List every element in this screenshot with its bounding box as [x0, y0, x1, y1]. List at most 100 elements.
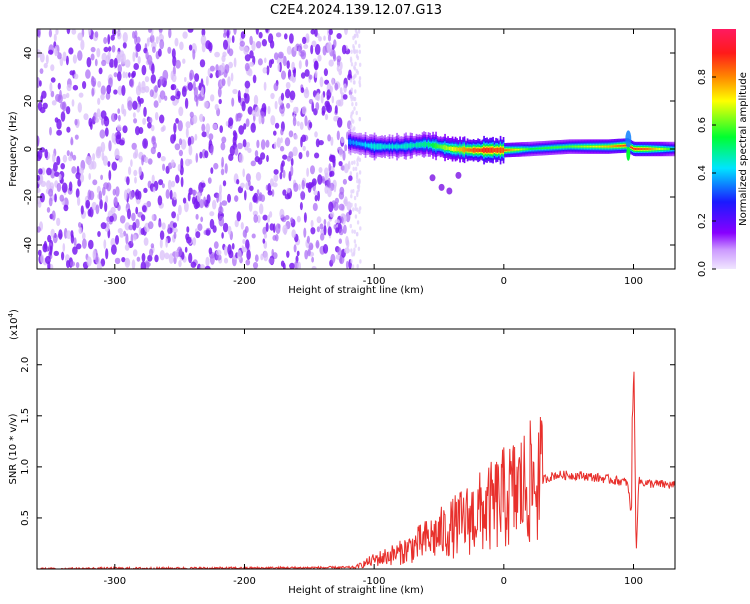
heatmap-noise-blob: [137, 96, 141, 103]
heatmap-noise-blob: [185, 127, 189, 138]
heatmap-noise-blob: [46, 180, 51, 190]
heatmap-noise-blob: [357, 184, 361, 189]
heatmap-noise-blob: [219, 184, 222, 195]
heatmap-noise-blob: [201, 29, 206, 37]
heatmap-noise-blob: [245, 118, 250, 127]
heatmap-noise-blob: [86, 57, 92, 68]
heatmap-noise-blob: [358, 170, 362, 175]
heatmap-noise-blob: [38, 168, 43, 175]
heatmap-noise-blob: [132, 234, 137, 241]
heatmap-noise-blob: [275, 223, 281, 235]
heatmap-noise-blob: [314, 70, 318, 79]
heatmap-noise-blob: [282, 189, 287, 196]
heatmap-noise-blob: [350, 87, 353, 92]
y-tick-label: 0: [23, 146, 34, 152]
heatmap-noise-blob: [206, 194, 211, 204]
heatmap-noise-blob: [172, 227, 178, 233]
heatmap-noise-blob: [358, 117, 361, 122]
heatmap-noise-blob: [62, 154, 68, 163]
heatmap-noise-blob: [351, 102, 354, 107]
heatmap-noise-blob: [279, 208, 285, 219]
heatmap-noise-blob: [268, 257, 275, 265]
heatmap-noise-blob: [132, 112, 136, 118]
heatmap-noise-blob: [351, 252, 354, 257]
heatmap-noise-blob: [297, 261, 301, 269]
heatmap-noise-blob: [277, 63, 281, 72]
heatmap-noise-blob: [100, 258, 106, 267]
heatmap-noise-blob: [54, 46, 58, 57]
heatmap-noise-blob: [117, 108, 121, 114]
heatmap-noise-blob: [131, 212, 136, 222]
heatmap-noise-blob: [82, 238, 87, 249]
heatmap-noise-blob: [111, 161, 118, 171]
heatmap-noise-blob: [136, 256, 141, 262]
heatmap-noise-blob: [355, 54, 359, 59]
heatmap-noise-blob: [250, 160, 256, 167]
heatmap-noise-blob: [317, 174, 323, 185]
heatmap-noise-blob: [286, 250, 290, 258]
heatmap-noise-blob: [292, 146, 298, 157]
heatmap-noise-blob: [117, 29, 121, 34]
heatmap-noise-blob: [318, 140, 324, 146]
heatmap-noise-blob: [161, 183, 165, 189]
heatmap-noise-blob: [52, 153, 56, 163]
heatmap-noise-blob: [279, 104, 285, 114]
heatmap-noise-blob: [154, 254, 159, 263]
heatmap-noise-blob: [103, 239, 107, 250]
heatmap-noise-blob: [73, 73, 79, 80]
heatmap-noise-blob: [333, 39, 337, 48]
heatmap-noise-blob: [226, 29, 230, 39]
heatmap-noise-blob: [180, 158, 184, 169]
x-tick-label: 100: [624, 576, 643, 587]
heatmap-noise-blob: [327, 226, 332, 237]
heatmap-noise-blob: [70, 261, 75, 267]
heatmap-noise-blob: [54, 171, 60, 177]
heatmap-noise-blob: [117, 64, 123, 74]
spectrogram-x-axis-label: Height of straight line (km): [288, 285, 424, 296]
heatmap-noise-blob: [71, 99, 75, 107]
heatmap-noise-blob: [227, 193, 231, 203]
heatmap-noise-blob: [249, 50, 254, 59]
heatmap-noise-blob: [201, 131, 207, 138]
heatmap-noise-blob: [50, 90, 55, 98]
heatmap-noise-blob: [151, 41, 157, 49]
heatmap-noise-blob: [335, 254, 341, 260]
heatmap-noise-blob: [167, 46, 172, 54]
heatmap-noise-blob: [75, 188, 80, 199]
heatmap-noise-blob: [46, 167, 52, 176]
heatmap-noise-blob: [300, 190, 305, 201]
heatmap-noise-blob: [132, 100, 138, 111]
heatmap-noise-blob: [196, 192, 201, 203]
heatmap-noise-blob: [141, 253, 146, 262]
heatmap-noise-blob: [314, 60, 319, 70]
heatmap-noise-blob: [249, 35, 253, 46]
svg-text:(x104): (x104): [7, 309, 20, 340]
heatmap-noise-blob: [338, 99, 344, 107]
heatmap-noise-blob: [225, 121, 229, 127]
heatmap-noise-blob: [242, 238, 246, 245]
heatmap-noise-blob: [344, 144, 348, 152]
heatmap-noise-blob: [230, 72, 234, 82]
heatmap-noise-blob: [242, 168, 245, 178]
heatmap-noise-blob: [268, 33, 274, 44]
heatmap-noise-blob: [88, 29, 92, 36]
heatmap-noise-blob: [138, 127, 144, 134]
heatmap-noise-blob: [233, 131, 238, 141]
heatmap-noise-blob: [316, 226, 320, 233]
heatmap-noise-blob: [117, 204, 121, 211]
heatmap-noise-blob: [278, 51, 284, 59]
heatmap-noise-blob: [82, 232, 86, 240]
heatmap-noise-blob: [175, 118, 180, 124]
heatmap-noise-blob: [334, 197, 339, 204]
heatmap-noise-blob: [37, 249, 42, 256]
heatmap-noise-blob: [353, 250, 356, 255]
heatmap-noise-blob: [333, 115, 338, 122]
heatmap-noise-blob: [66, 29, 71, 35]
heatmap-noise-blob: [337, 117, 343, 128]
heatmap-noise-blob: [340, 216, 344, 224]
heatmap-noise-blob: [280, 128, 284, 136]
heatmap-noise-blob: [314, 44, 321, 55]
heatmap-noise-blob: [122, 42, 127, 49]
heatmap-noise-blob: [158, 179, 164, 186]
heatmap-noise-blob: [179, 165, 184, 176]
